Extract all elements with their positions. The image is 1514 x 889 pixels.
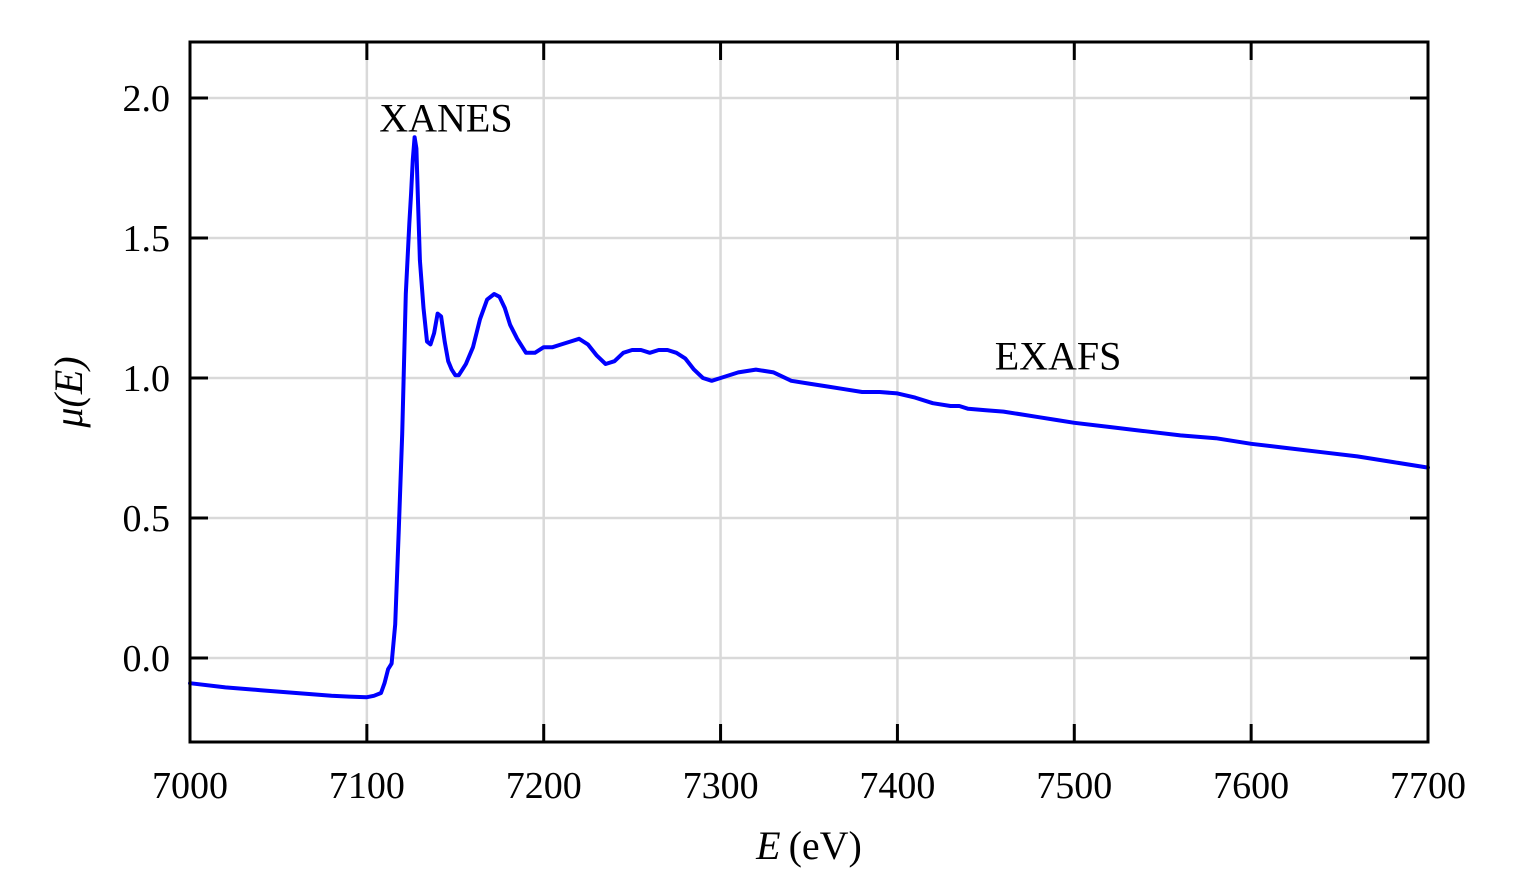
annotation-xanes: XANES xyxy=(379,96,512,141)
annotation-exafs: EXAFS xyxy=(995,334,1122,379)
plot-frame xyxy=(188,40,1430,744)
x-tick-label: 7100 xyxy=(329,765,405,807)
x-tick-label: 7300 xyxy=(683,765,759,807)
x-axis-title: E (eV) xyxy=(755,823,862,868)
x-axis-unit: (eV) xyxy=(789,823,862,868)
x-tick-label: 7600 xyxy=(1213,765,1289,807)
x-tick-label: 7700 xyxy=(1390,765,1466,807)
y-tick-label: 0.0 xyxy=(123,638,171,680)
x-tick-label: 7000 xyxy=(152,765,228,807)
x-tick-label: 7200 xyxy=(506,765,582,807)
x-tick-labels: 7000 7100 7200 7300 7400 7500 7600 7700 xyxy=(152,765,1466,807)
y-axis-title: μ(E) xyxy=(46,356,91,428)
series-line-mu xyxy=(188,135,1430,700)
y-tick-label: 2.0 xyxy=(123,78,171,120)
y-tick-label: 1.0 xyxy=(123,358,171,400)
y-tick-label: 1.5 xyxy=(123,218,171,260)
x-tick-label: 7500 xyxy=(1036,765,1112,807)
plot-background xyxy=(190,42,1428,742)
annotations: XANES EXAFS xyxy=(379,96,1121,379)
x-tick-label: 7400 xyxy=(859,765,935,807)
x-axis-variable: E xyxy=(755,823,780,868)
y-tick-label: 0.5 xyxy=(123,498,171,540)
y-tick-labels: 0.0 0.5 1.0 1.5 2.0 xyxy=(123,78,171,680)
